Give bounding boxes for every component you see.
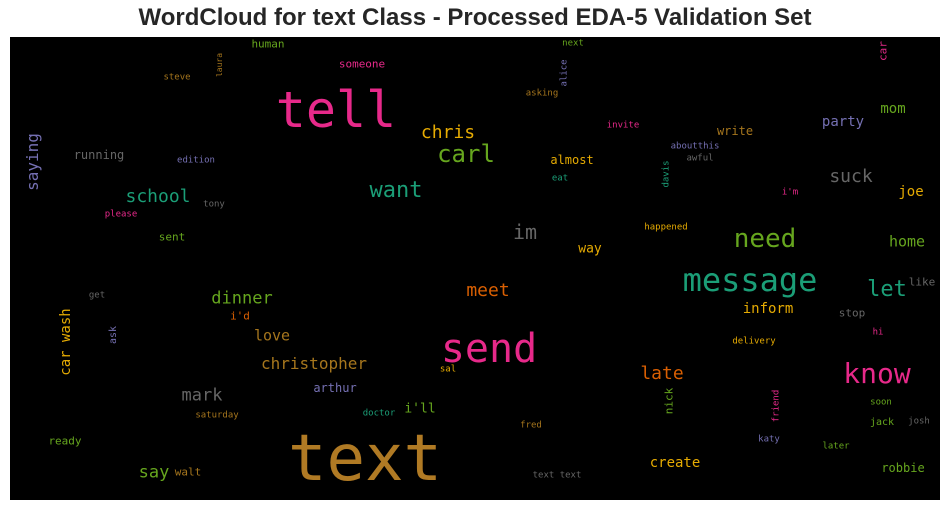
word-like: like xyxy=(908,275,936,289)
word-create: create xyxy=(649,455,701,471)
word-cloud: text tell send message know need carl want chris… xyxy=(10,37,940,500)
word-mark: mark xyxy=(181,385,223,406)
word-write: write xyxy=(716,124,754,138)
word-hi: hi xyxy=(872,327,884,338)
word-send: send xyxy=(440,326,538,372)
word-laura: laura xyxy=(215,52,224,78)
word-text-text: text text xyxy=(532,470,582,481)
word-tony: tony xyxy=(203,199,225,210)
word-inform: inform xyxy=(742,301,794,317)
word-nick: nick xyxy=(662,387,676,415)
word-almost: almost xyxy=(550,153,594,167)
word-soon: soon xyxy=(870,397,892,408)
word-doctor: doctor xyxy=(362,408,396,419)
word-ready: ready xyxy=(48,434,82,448)
word-say: say xyxy=(138,462,170,483)
word-want: want xyxy=(369,178,423,203)
word-please: please xyxy=(104,209,138,220)
word-meet: meet xyxy=(466,280,510,301)
word-let: let xyxy=(867,277,907,302)
word-school: school xyxy=(125,186,191,207)
word-i-m: i'm xyxy=(781,187,799,198)
word-home: home xyxy=(888,232,926,251)
word-sent: sent xyxy=(158,230,186,244)
word-christopher: christopher xyxy=(261,354,367,373)
word-walt: walt xyxy=(174,465,202,479)
word-happened: happened xyxy=(644,222,688,233)
word-know: know xyxy=(843,357,911,390)
word-eat: eat xyxy=(551,173,569,184)
word-awful: awful xyxy=(686,153,714,164)
word-saying: saying xyxy=(23,133,42,191)
word-get: get xyxy=(88,290,106,301)
word-later: later xyxy=(822,441,850,452)
word-way: way xyxy=(578,241,602,257)
word-alice: alice xyxy=(559,59,570,87)
word-i-d: i'd xyxy=(230,309,250,323)
chart-title: WordCloud for text Class - Processed EDA… xyxy=(138,4,812,31)
word-chris: chris xyxy=(420,122,476,143)
word-josh: josh xyxy=(908,416,930,427)
word-suck: suck xyxy=(829,166,873,187)
word-carl: carl xyxy=(437,140,495,168)
word-arthur: arthur xyxy=(313,381,357,395)
word-steve: steve xyxy=(163,72,191,83)
word-saturday: saturday xyxy=(195,410,239,421)
word-dinner: dinner xyxy=(211,288,273,309)
word-edition: edition xyxy=(177,155,215,166)
word-davis: davis xyxy=(661,160,672,188)
word-tell: tell xyxy=(275,81,397,139)
word-human: human xyxy=(251,37,285,51)
word-friend: friend xyxy=(771,389,782,423)
word-aboutthis: aboutthis xyxy=(670,141,720,152)
word-car: car xyxy=(876,41,890,61)
word-running: running xyxy=(73,148,125,162)
word-invite: invite xyxy=(606,120,640,131)
word-delivery: delivery xyxy=(732,336,776,347)
word-late: late xyxy=(640,363,684,384)
word-sal: sal xyxy=(439,364,457,375)
word-jack: jack xyxy=(869,417,895,428)
word-ask: ask xyxy=(108,325,119,345)
word-text: text xyxy=(287,422,443,496)
word-i-ll: i'll xyxy=(404,401,436,417)
word-im: im xyxy=(512,220,538,244)
word-someone: someone xyxy=(338,57,386,71)
word-stop: stop xyxy=(838,306,866,320)
word-fred: fred xyxy=(520,420,542,431)
word-next: next xyxy=(562,38,584,49)
word-joe: joe xyxy=(898,184,924,200)
word-party: party xyxy=(821,114,865,130)
word-love: love xyxy=(253,326,291,345)
word-katy: katy xyxy=(758,434,780,445)
word-message: message xyxy=(682,261,818,299)
word-need: need xyxy=(733,224,797,254)
word-robbie: robbie xyxy=(881,461,925,475)
word-car-wash: car wash xyxy=(58,308,74,376)
word-asking: asking xyxy=(525,88,559,99)
word-mom: mom xyxy=(880,101,906,117)
